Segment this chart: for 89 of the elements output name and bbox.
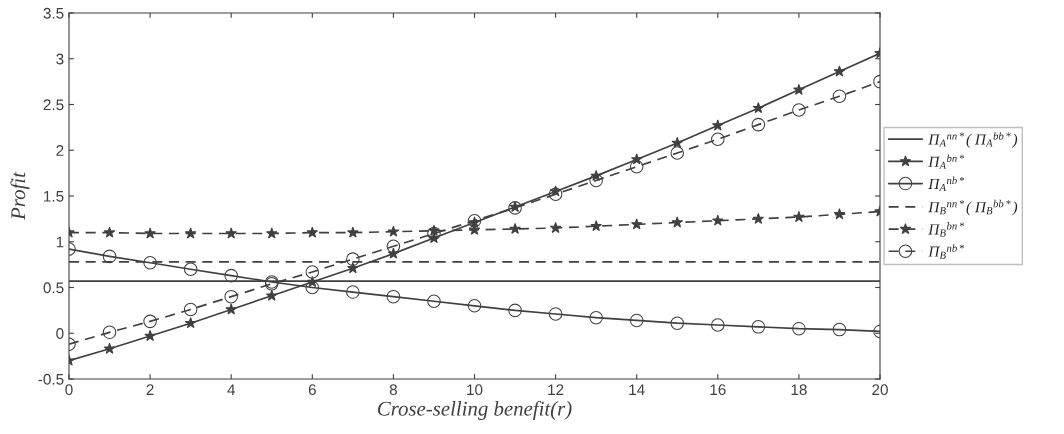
- y-tick-label: 2.5: [43, 99, 64, 111]
- y-axis-title: Profit: [10, 171, 30, 221]
- y-tick-label: -0.5: [38, 373, 64, 385]
- point: [386, 239, 401, 254]
- point: [793, 210, 805, 223]
- point: [387, 225, 400, 237]
- point: [427, 226, 441, 241]
- y-tick-label: 3: [56, 53, 64, 65]
- point: [225, 227, 237, 239]
- x-tick-label: 14: [629, 384, 645, 395]
- point: [143, 256, 157, 270]
- point: [183, 262, 198, 276]
- point: [832, 89, 847, 104]
- point: [346, 285, 360, 299]
- point: [548, 307, 563, 321]
- x-tick-label: 18: [791, 384, 807, 396]
- legend-label: Π$_{A}$$^{bn*}$: [928, 154, 965, 169]
- point: [306, 226, 319, 238]
- point: [793, 83, 805, 95]
- y-tick-label: 2: [56, 145, 64, 156]
- point: [509, 222, 521, 234]
- x-tick-label: 6: [308, 384, 316, 396]
- point: [386, 289, 401, 304]
- point: [184, 317, 197, 329]
- point: [629, 313, 644, 328]
- legend-label: Π$_{B}$$^{nn*}$( Π$_{B}$$^{bb*}$): [928, 199, 1018, 216]
- x-tick-label: 0: [65, 384, 73, 396]
- y-tick-label: 0.5: [43, 282, 64, 294]
- point: [224, 268, 238, 283]
- x-tick-label: 4: [227, 384, 235, 395]
- point: [183, 302, 198, 317]
- point: [833, 65, 846, 77]
- point: [712, 214, 724, 226]
- point: [143, 314, 157, 329]
- point: [102, 249, 117, 264]
- x-axis-title: Crose-selling benefit(r): [377, 400, 572, 420]
- point: [347, 226, 359, 238]
- point: [590, 220, 602, 232]
- point: [792, 103, 806, 117]
- point: [144, 227, 156, 239]
- point: [103, 342, 116, 354]
- point: [711, 132, 725, 147]
- point: [427, 294, 441, 308]
- point: [347, 262, 359, 274]
- point: [265, 227, 278, 239]
- legend-label: Π$_{A}$$^{nn*}$( Π$_{A}$$^{bb*}$): [928, 132, 1018, 148]
- y-tick-label: 0: [56, 328, 64, 339]
- point: [305, 280, 320, 295]
- point: [346, 252, 360, 266]
- point: [467, 299, 482, 313]
- point: [225, 303, 237, 315]
- point: [548, 187, 563, 201]
- point: [589, 310, 603, 325]
- point: [144, 329, 156, 342]
- point: [671, 216, 684, 228]
- point: [751, 117, 766, 132]
- legend-label: Π$_{B}$$^{nb*}$: [928, 244, 965, 259]
- point: [670, 316, 685, 330]
- legend-label: Π$_{B}$$^{bn*}$: [928, 222, 965, 237]
- point: [711, 318, 725, 332]
- point: [103, 226, 116, 238]
- point: [751, 320, 766, 334]
- y-tick-label: 1: [56, 236, 64, 248]
- x-tick-label: 20: [872, 384, 888, 396]
- point: [752, 102, 765, 114]
- y-tick-label: 3.5: [43, 7, 64, 19]
- point: [670, 146, 685, 160]
- x-tick-label: 10: [467, 384, 483, 396]
- x-tick-label: 12: [548, 384, 564, 395]
- point: [508, 303, 522, 318]
- point: [102, 325, 117, 340]
- point: [630, 218, 643, 230]
- point: [224, 289, 238, 304]
- point: [265, 289, 278, 301]
- point: [832, 322, 847, 337]
- point: [184, 227, 197, 239]
- x-tick-label: 2: [146, 384, 154, 395]
- point: [712, 119, 724, 131]
- point: [589, 173, 603, 188]
- legend-label: Π$_{A}$$^{nb*}$: [928, 176, 965, 191]
- point: [629, 159, 644, 174]
- point: [792, 321, 806, 336]
- y-tick-label: 1.5: [44, 191, 64, 202]
- point: [752, 212, 765, 224]
- point: [305, 265, 320, 279]
- x-tick-label: 16: [710, 384, 726, 396]
- point: [549, 221, 562, 234]
- x-tick-label: 8: [389, 384, 397, 396]
- point: [833, 208, 846, 220]
